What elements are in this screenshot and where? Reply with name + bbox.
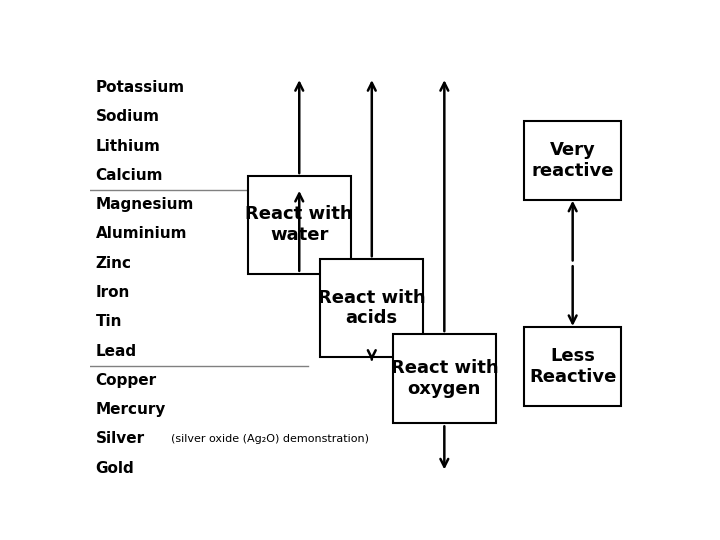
Text: React with
acids: React with acids [318,289,426,327]
Text: Copper: Copper [96,373,157,388]
FancyBboxPatch shape [524,121,621,200]
Text: Iron: Iron [96,285,130,300]
FancyBboxPatch shape [320,259,423,357]
Text: React with
oxygen: React with oxygen [390,359,498,398]
FancyBboxPatch shape [248,176,351,274]
Text: Tin: Tin [96,314,122,329]
Text: Aluminium: Aluminium [96,226,187,241]
Text: (silver oxide (Ag₂O) demonstration): (silver oxide (Ag₂O) demonstration) [171,434,369,444]
Text: Zinc: Zinc [96,256,132,271]
Text: Gold: Gold [96,461,135,476]
Text: Lead: Lead [96,343,137,359]
Text: Calcium: Calcium [96,168,163,183]
FancyBboxPatch shape [524,327,621,406]
Text: Very
reactive: Very reactive [531,141,614,180]
Text: Lithium: Lithium [96,139,161,154]
Text: Potassium: Potassium [96,80,185,95]
Text: Silver: Silver [96,431,145,447]
Text: Magnesium: Magnesium [96,197,194,212]
FancyBboxPatch shape [392,334,496,423]
Text: Mercury: Mercury [96,402,166,417]
Text: Sodium: Sodium [96,110,160,124]
Text: React with
water: React with water [246,206,353,244]
Text: Less
Reactive: Less Reactive [529,347,616,386]
